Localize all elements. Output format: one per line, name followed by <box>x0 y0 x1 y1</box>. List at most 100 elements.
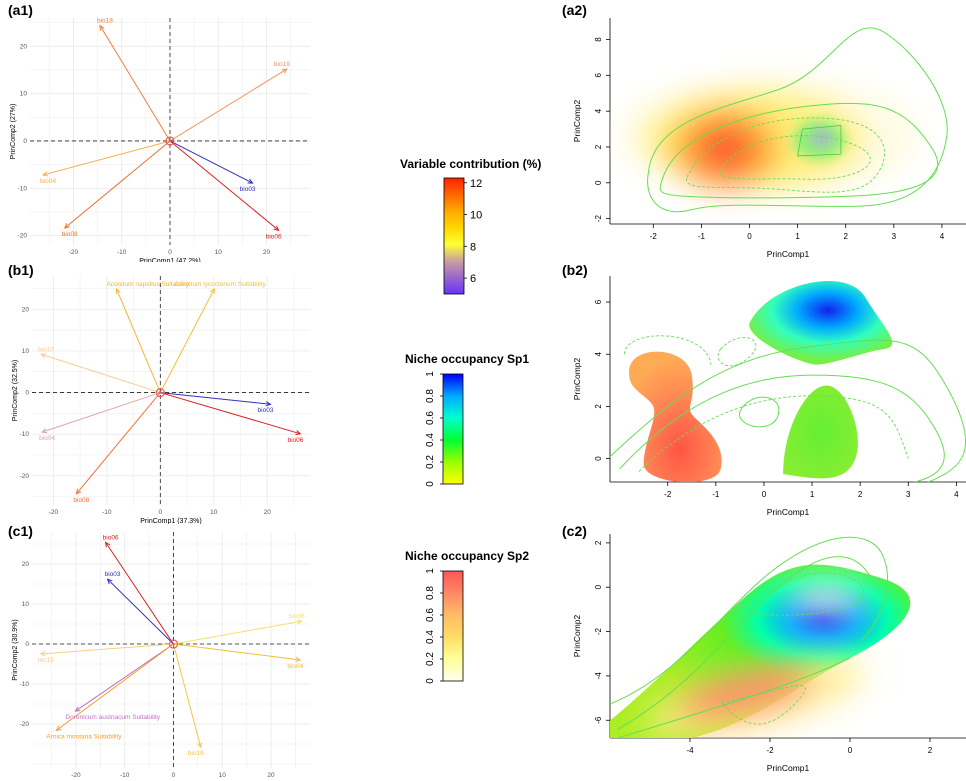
vector-arrowhead <box>41 171 49 177</box>
vector-label: bio04 <box>287 663 303 670</box>
y-tick-label: -2 <box>594 627 603 635</box>
legend-color-bar <box>442 373 464 485</box>
contour-dashed <box>753 572 865 616</box>
origin-dot <box>172 642 175 646</box>
x-tick-label: 0 <box>168 249 172 256</box>
x-tick-label: 2 <box>858 490 863 499</box>
legend-niche-sp1: 1 0.8 0.6 0.4 0.2 0 <box>425 371 464 487</box>
vector-arrowhead <box>197 742 203 749</box>
y-tick-label: -20 <box>18 233 28 240</box>
sp2-density <box>788 578 864 619</box>
loading-vector <box>107 578 174 645</box>
legend-niche-sp2: 1 0.8 0.6 0.4 0.2 0 <box>425 568 464 684</box>
x-tick-label: 20 <box>267 772 275 779</box>
origin-dot <box>159 391 162 394</box>
vector-arrowhead <box>281 68 288 74</box>
vector-label: bio19 <box>38 346 54 353</box>
vector-arrowhead <box>295 656 302 663</box>
loading-vector <box>42 140 171 176</box>
density-layer <box>610 536 911 738</box>
contour-outer <box>610 339 966 482</box>
vector-label: bio04 <box>40 178 56 185</box>
vector-arrowhead <box>265 401 272 407</box>
loading-vector <box>159 288 215 393</box>
x-axis-label: PrinComp1 <box>767 507 810 517</box>
loading-vector <box>160 392 301 435</box>
y-axis-label: PrinComp2 (27%) <box>10 104 17 160</box>
vector-label: bio06 <box>266 233 282 240</box>
y-tick-label: 6 <box>594 73 603 78</box>
x-axis-label: PrinComp1 <box>767 249 810 259</box>
loading-vector <box>116 288 161 393</box>
density-layer <box>618 27 948 213</box>
legend-tick-label: 1 <box>425 371 436 377</box>
x-tick-label: 1 <box>810 490 815 499</box>
x-tick-label: 2 <box>928 746 933 755</box>
legend-color-bar <box>443 177 465 295</box>
vector-label: bio06 <box>103 534 119 541</box>
contour-dashed <box>686 117 886 193</box>
x-tick-label: 0 <box>172 772 176 779</box>
contour-dashed <box>721 685 806 725</box>
x-tick-label: 1 <box>795 232 800 241</box>
niche-plot-a2: -2 -1 0 1 2 3 4 -2 0 2 4 6 8 PrinComp1 PrinComp2 <box>572 18 966 259</box>
loading-vector <box>41 392 161 433</box>
loading-vector <box>105 542 174 645</box>
panel-label-c2: (c2) <box>562 523 587 539</box>
vector-label: Doronicum austriacum Suitability <box>65 714 160 721</box>
vector-arrowhead <box>106 578 113 585</box>
y-tick-label: 10 <box>22 348 30 355</box>
legend-tick-label: 6 <box>470 273 476 285</box>
legend-tick-label: 0.8 <box>425 586 436 600</box>
contour-inner <box>797 125 842 157</box>
y-axis-label: PrinComp2 (32.5%) <box>12 360 19 421</box>
y-tick-label: 20 <box>22 561 30 568</box>
y-tick-label: 8 <box>594 37 603 42</box>
x-tick-label: 0 <box>762 490 767 499</box>
origin-dot <box>168 139 172 143</box>
contour-outer <box>647 27 948 213</box>
x-tick-label: 10 <box>210 509 218 516</box>
x-tick-label: -20 <box>49 509 59 516</box>
y-tick-label: 6 <box>594 299 603 304</box>
contour-outer <box>610 536 889 705</box>
vector-label: Aconitum lycoctonum Suitability <box>174 281 266 288</box>
sp2-density-left <box>629 351 722 482</box>
y-tick-label: 4 <box>594 108 603 113</box>
pca-biplot-a1: -20 -10 0 10 20 -20 -10 0 10 20 PrinComp1 (47.2%) P… <box>10 18 310 262</box>
x-tick-label: -4 <box>686 746 694 755</box>
loading-vector <box>172 643 202 748</box>
y-tick-label: 0 <box>594 180 603 185</box>
x-tick-label: 0 <box>747 232 752 241</box>
x-tick-label: -1 <box>712 490 720 499</box>
legend-variable-contribution: 12 10 8 6 <box>443 177 482 295</box>
y-tick-label: 0 <box>25 641 29 648</box>
legend-tick-label: 0 <box>425 678 436 684</box>
loading-vector <box>169 140 279 231</box>
loading-vector <box>40 643 174 655</box>
y-tick-label: 10 <box>22 601 30 608</box>
y-tick-label: 2 <box>594 404 603 409</box>
panel-label-b1: (b1) <box>8 262 34 278</box>
contour-mid <box>617 556 871 730</box>
contour-dashed <box>638 395 909 472</box>
vector-label: bio03 <box>105 571 121 578</box>
niche-plot-b2: -2 -1 0 1 2 3 4 0 2 4 6 PrinComp1 PrinComp2 <box>572 276 966 517</box>
y-tick-label: 20 <box>20 43 28 50</box>
density-area <box>695 122 756 175</box>
y-tick-label: 0 <box>594 584 603 589</box>
legend-tick-label: 0.4 <box>425 433 436 447</box>
niche-plot-c2: -4 -2 0 2 -6 -4 -2 0 2 PrinComp1 PrinComp2 <box>572 534 966 773</box>
vector-label: bio03 <box>258 407 274 414</box>
legend-title-niche-sp1: Niche occupancy Sp1 <box>405 352 530 366</box>
contour-lower <box>617 657 851 738</box>
vector-label: bio08 <box>62 231 78 238</box>
legend-tick-label: 12 <box>470 178 482 190</box>
loading-vector <box>56 643 174 731</box>
density-blur <box>793 119 846 160</box>
x-tick-label: 0 <box>158 509 162 516</box>
vector-arrowhead <box>74 706 81 712</box>
y-tick-label: 20 <box>22 306 30 313</box>
density-blur <box>618 76 919 197</box>
